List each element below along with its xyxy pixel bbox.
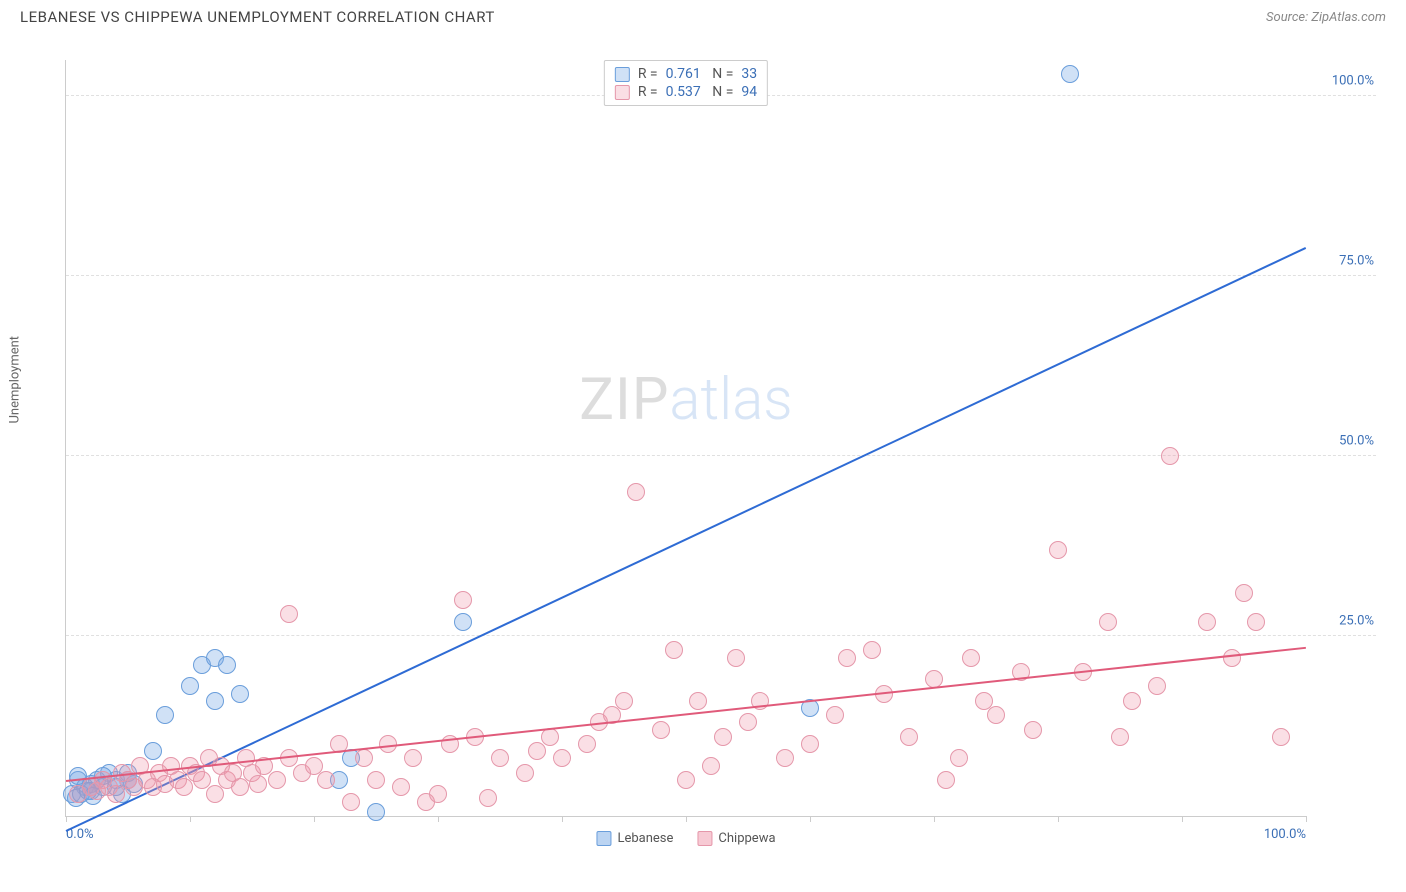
data-point <box>404 749 422 767</box>
data-point <box>429 785 447 803</box>
legend-item-lebanese: Lebanese <box>596 831 673 846</box>
source-attribution: Source: ZipAtlas.com <box>1266 10 1386 25</box>
data-point <box>454 613 472 631</box>
x-tick <box>934 816 935 822</box>
correlation-legend: R =0.761 N =33 R =0.537 N =94 <box>604 60 768 106</box>
data-point <box>727 649 745 667</box>
data-point <box>231 685 249 703</box>
data-point <box>367 771 385 789</box>
x-tick <box>314 816 315 822</box>
legend-row-lebanese: R =0.761 N =33 <box>615 65 757 83</box>
data-point <box>156 706 174 724</box>
data-point <box>1272 728 1290 746</box>
data-point <box>1247 613 1265 631</box>
data-point <box>144 742 162 760</box>
data-point <box>1148 677 1166 695</box>
data-point <box>677 771 695 789</box>
gridline <box>66 635 1376 636</box>
chart-container: Unemployment ZIPatlas R =0.761 N =33 R =… <box>20 40 1386 872</box>
data-point <box>1161 447 1179 465</box>
y-tick-label: 25.0% <box>1339 614 1374 629</box>
data-point <box>689 692 707 710</box>
x-tick <box>1058 816 1059 822</box>
data-point <box>863 641 881 659</box>
data-point <box>206 692 224 710</box>
series-legend: Lebanese Chippewa <box>596 831 775 846</box>
data-point <box>367 803 385 821</box>
legend-row-chippewa: R =0.537 N =94 <box>615 83 757 101</box>
data-point <box>491 749 509 767</box>
data-point <box>950 749 968 767</box>
legend-item-chippewa: Chippewa <box>697 831 775 846</box>
data-point <box>702 757 720 775</box>
data-point <box>218 656 236 674</box>
data-point <box>627 483 645 501</box>
data-point <box>900 728 918 746</box>
data-point <box>181 677 199 695</box>
x-tick <box>1306 816 1307 822</box>
data-point <box>615 692 633 710</box>
data-point <box>317 771 335 789</box>
data-point <box>578 735 596 753</box>
data-point <box>801 735 819 753</box>
y-axis-label: Unemployment <box>8 336 23 424</box>
data-point <box>826 706 844 724</box>
gridline <box>66 455 1376 456</box>
x-tick <box>1182 816 1183 822</box>
data-point <box>516 764 534 782</box>
data-point <box>175 778 193 796</box>
data-point <box>249 775 267 793</box>
y-tick-label: 75.0% <box>1339 254 1374 269</box>
data-point <box>1223 649 1241 667</box>
data-point <box>392 778 410 796</box>
data-point <box>1099 613 1117 631</box>
gridline <box>66 275 1376 276</box>
data-point <box>231 778 249 796</box>
data-point <box>962 649 980 667</box>
data-point <box>739 713 757 731</box>
data-point <box>1061 65 1079 83</box>
data-point <box>268 771 286 789</box>
x-tick-label: 100.0% <box>1264 827 1306 842</box>
x-tick <box>562 816 563 822</box>
data-point <box>553 749 571 767</box>
data-point <box>1111 728 1129 746</box>
data-point <box>528 742 546 760</box>
data-point <box>1235 584 1253 602</box>
x-tick <box>686 816 687 822</box>
x-tick <box>190 816 191 822</box>
watermark: ZIPatlas <box>579 366 792 434</box>
data-point <box>107 785 125 803</box>
data-point <box>454 591 472 609</box>
x-tick <box>438 816 439 822</box>
data-point <box>479 789 497 807</box>
data-point <box>714 728 732 746</box>
data-point <box>1049 541 1067 559</box>
data-point <box>1123 692 1141 710</box>
data-point <box>206 785 224 803</box>
data-point <box>838 649 856 667</box>
trend-line <box>66 647 1306 782</box>
data-point <box>937 771 955 789</box>
data-point <box>1198 613 1216 631</box>
data-point <box>342 793 360 811</box>
data-point <box>355 749 373 767</box>
y-tick-label: 100.0% <box>1332 74 1374 89</box>
data-point <box>1024 721 1042 739</box>
data-point <box>280 605 298 623</box>
data-point <box>987 706 1005 724</box>
plot-area: ZIPatlas R =0.761 N =33 R =0.537 N =94 L… <box>65 60 1306 817</box>
data-point <box>665 641 683 659</box>
y-tick-label: 50.0% <box>1339 434 1374 449</box>
x-tick <box>810 816 811 822</box>
data-point <box>776 749 794 767</box>
data-point <box>652 721 670 739</box>
page-title: LEBANESE VS CHIPPEWA UNEMPLOYMENT CORREL… <box>20 8 495 26</box>
x-tick <box>66 816 67 822</box>
